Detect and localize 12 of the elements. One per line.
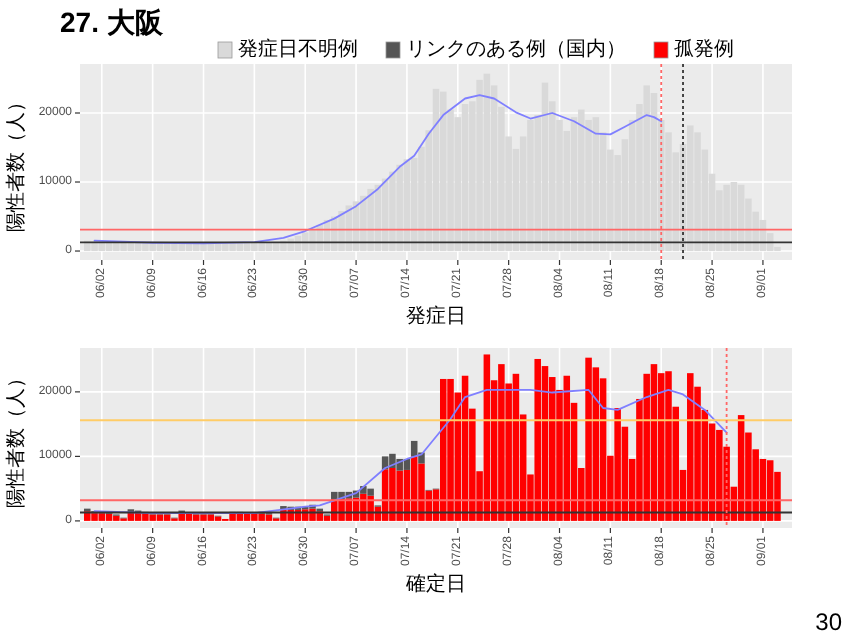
text: 30	[815, 608, 843, 636]
legend-label: 発症日不明例	[238, 37, 358, 61]
y-axis-title: 陽性者数（人）	[4, 368, 28, 508]
x-axis-title: 確定日	[404, 572, 466, 596]
legend-item: 孤発例	[653, 39, 734, 61]
legend-item: 発症日不明例	[217, 39, 358, 61]
legend-label: リンクのある例（国内）	[406, 37, 626, 61]
chart-title: 27. 大阪	[60, 6, 165, 38]
legend-label: 孤発例	[674, 37, 734, 61]
x-axis-title: 発症日	[406, 304, 466, 328]
y-axis-title: 陽性者数（人）	[4, 92, 28, 232]
legend-item: リンクのある例（国内）	[385, 39, 626, 61]
